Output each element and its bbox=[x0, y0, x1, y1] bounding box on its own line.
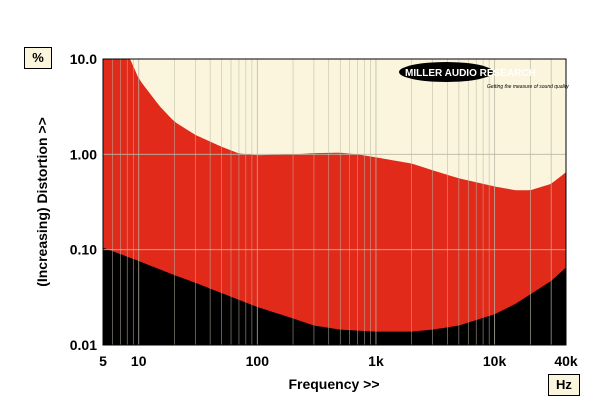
plot-frame bbox=[102, 58, 567, 346]
brand-logo: MILLER AUDIO RESEARCH Getting the measur… bbox=[399, 62, 569, 90]
x-tick-label: 40k bbox=[554, 353, 578, 369]
brand-logo-ellipse bbox=[399, 62, 493, 82]
brand-logo-text: MILLER AUDIO RESEARCH bbox=[405, 68, 536, 79]
x-axis-title: Frequency >> bbox=[288, 376, 379, 392]
y-tick-label: 0.10 bbox=[70, 242, 97, 258]
y-tick-label: 10.0 bbox=[70, 51, 97, 67]
y-tick-label: 0.01 bbox=[70, 337, 97, 353]
x-tick-label: 100 bbox=[246, 353, 270, 369]
x-tick-label: 10k bbox=[483, 353, 507, 369]
x-tick-label: 5 bbox=[99, 353, 107, 369]
x-axis-ticks: 5 10 100 1k 10k 40k bbox=[99, 353, 578, 369]
x-tick-label: 1k bbox=[368, 353, 384, 369]
y-tick-label: 1.00 bbox=[70, 146, 97, 162]
y-axis-title: (Increasing) Distortion >> bbox=[34, 117, 50, 287]
upper-distortion-area bbox=[103, 59, 566, 345]
plot-area bbox=[102, 58, 567, 346]
y-axis-ticks: 10.0 1.00 0.10 0.01 bbox=[70, 51, 97, 353]
lower-distortion-area bbox=[103, 247, 566, 345]
x-tick-label: 10 bbox=[131, 353, 147, 369]
brand-tagline: Getting the measure of sound quality bbox=[487, 84, 569, 90]
x-unit-label: Hz bbox=[548, 374, 580, 396]
y-unit-label: % bbox=[24, 47, 52, 69]
